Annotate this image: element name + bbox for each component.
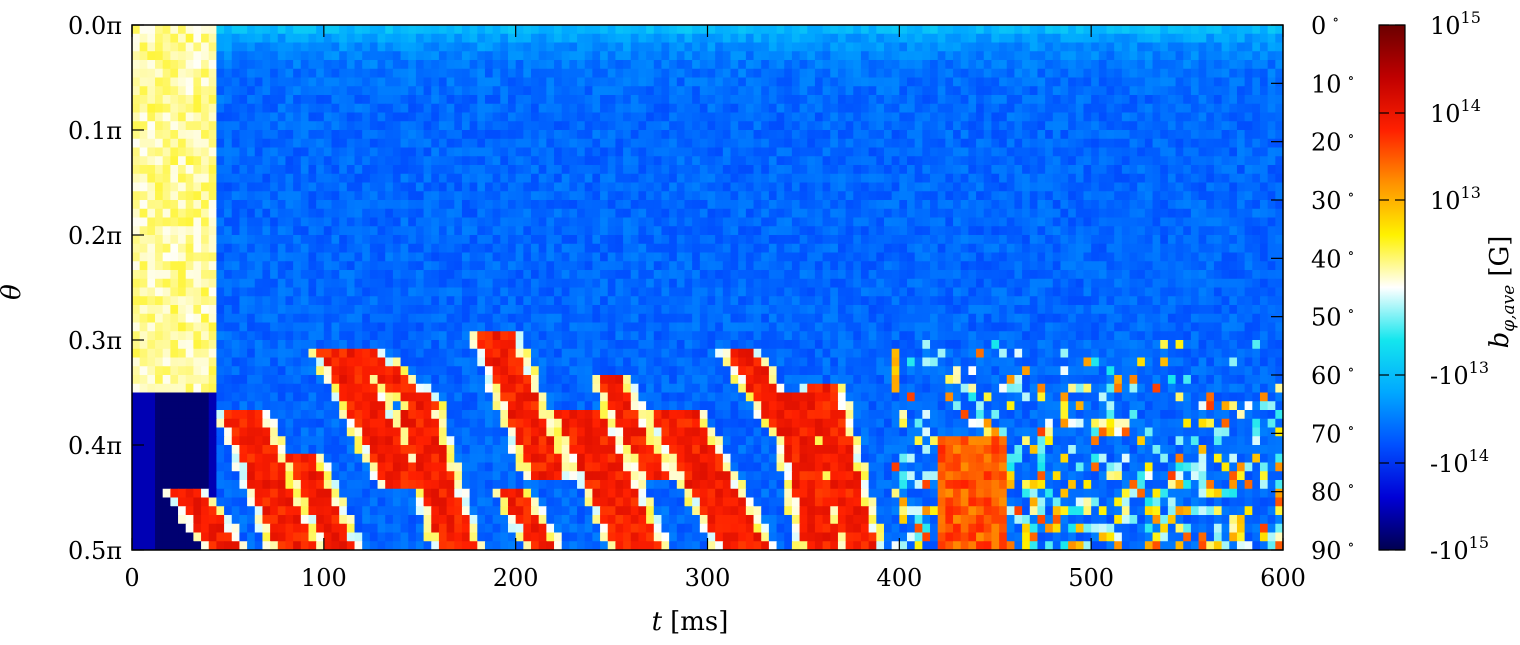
y-tick-label-left: 0.2π — [68, 222, 122, 250]
y-axis-left: 0.0π 0.1π 0.2π 0.3π 0.4π 0.5π — [68, 12, 144, 565]
y-tick-label-right: 80 ∘ — [1311, 479, 1354, 507]
x-tick-label: 300 — [685, 564, 731, 592]
colorbar-ticks: 1015 1014 1013 -1013 -1014 -1015 — [1379, 8, 1489, 565]
x-tick-label: 0 — [124, 564, 139, 592]
x-tick-label: 600 — [1260, 564, 1306, 592]
y-tick-label-left: 0.0π — [68, 12, 122, 40]
x-axis-label: t [ms] — [652, 607, 729, 637]
x-tick-label: 400 — [876, 564, 922, 592]
colorbar-tick-label: -1014 — [1430, 446, 1489, 478]
heatmap-cells — [132, 25, 1283, 550]
y-tick-label-right: 20 ∘ — [1311, 129, 1354, 157]
colorbar-tick-label: 1013 — [1430, 183, 1481, 215]
y-tick-label-left: 0.5π — [68, 537, 122, 565]
y-tick-label-right: 40 ∘ — [1311, 245, 1354, 273]
y-tick-label-right: 30 ∘ — [1311, 187, 1354, 215]
y-tick-label-left: 0.3π — [68, 327, 122, 355]
y-tick-label-right: 60 ∘ — [1311, 362, 1354, 390]
x-tick-label: 500 — [1068, 564, 1114, 592]
y-tick-label-right: 70 ∘ — [1311, 420, 1354, 448]
y-axis-label: θ — [0, 284, 27, 300]
y-tick-label-left: 0.1π — [68, 117, 122, 145]
colorbar — [1378, 24, 1406, 551]
y-axis-right: 0 ∘ 10 ∘ 20 ∘ 30 ∘ 40 ∘ 50 ∘ 60 ∘ 70 ∘ 80 ∘ 90 ∘ — [1271, 12, 1354, 565]
y-tick-label-left: 0.4π — [68, 432, 122, 460]
colorbar-tick-label: 1015 — [1430, 8, 1481, 40]
x-tick-label: 200 — [493, 564, 539, 592]
y-tick-label-right: 10 ∘ — [1311, 70, 1354, 98]
x-tick-label: 100 — [301, 564, 347, 592]
y-tick-label-right: 90 ∘ — [1311, 537, 1354, 565]
y-tick-label-right: 0 ∘ — [1311, 12, 1339, 40]
colorbar-tick-label: -1015 — [1430, 533, 1489, 565]
colorbar-label: bφ,ave[G] — [1485, 236, 1519, 349]
y-tick-label-right: 50 ∘ — [1311, 304, 1354, 332]
colorbar-tick-label: 1014 — [1430, 96, 1481, 128]
x-axis: 0 100 200 300 400 500 600 — [124, 25, 1306, 592]
colorbar-tick-label: -1013 — [1430, 358, 1489, 390]
